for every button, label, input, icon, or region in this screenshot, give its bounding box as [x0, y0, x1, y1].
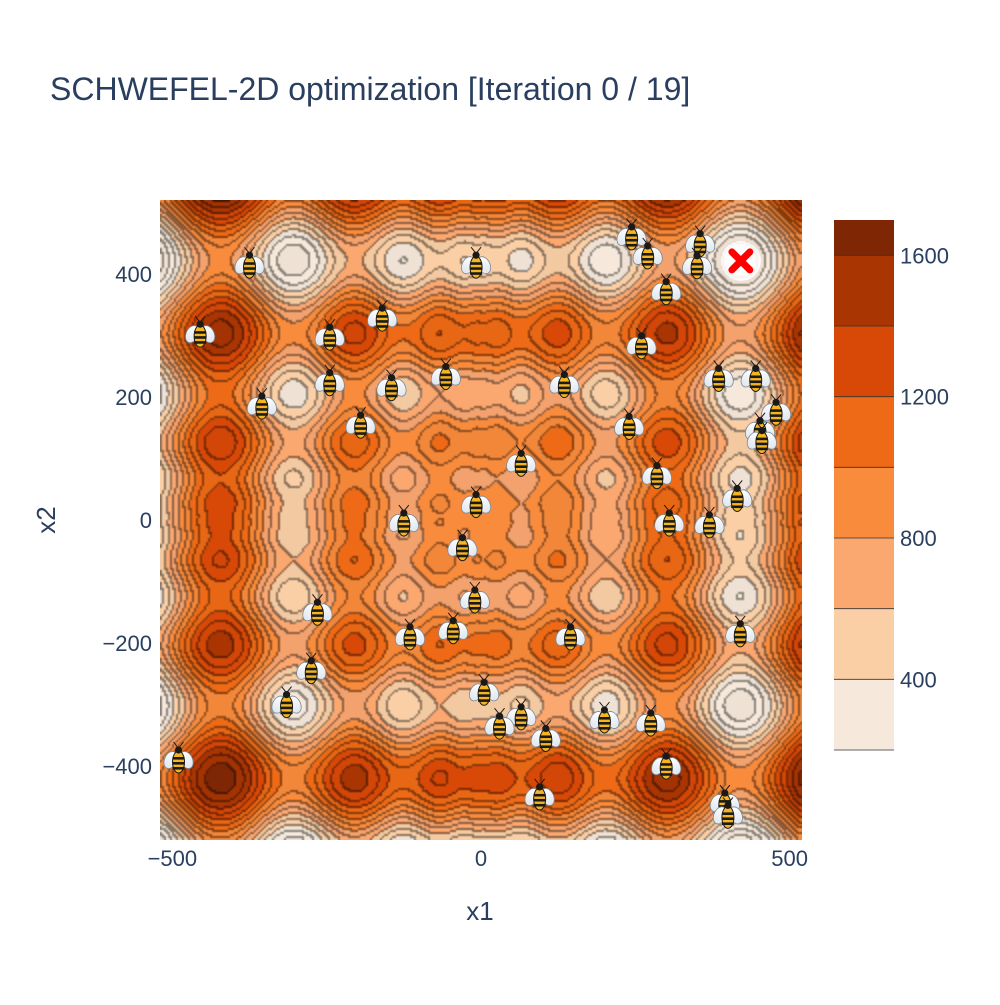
bee-marker [682, 247, 713, 280]
bee-marker [367, 299, 398, 332]
x-tick-label: −500 [148, 846, 198, 871]
bee-marker [694, 506, 725, 539]
bee-marker [616, 218, 647, 251]
bee-marker [388, 504, 419, 537]
bee-marker [685, 225, 716, 258]
bee-marker [524, 778, 555, 811]
bee-marker [430, 358, 461, 391]
bee-marker [654, 504, 685, 537]
contour-background [160, 200, 802, 840]
bee-marker [506, 698, 537, 731]
colorbar: 400 800 1200 1600 [834, 220, 949, 751]
bee-marker [651, 747, 682, 780]
bee-marker [438, 612, 469, 645]
colorbar-band [834, 396, 894, 468]
bee-marker [163, 741, 194, 774]
x-axis-label: x1 [466, 896, 493, 926]
bee-marker [632, 237, 663, 270]
bee-marker [246, 387, 277, 420]
colorbar-band [834, 467, 894, 538]
bee-marker [234, 246, 265, 279]
bee-marker [746, 422, 777, 455]
best-solution-marker [720, 240, 761, 281]
x-tick-label: 0 [475, 846, 487, 871]
bee-marker [302, 593, 333, 626]
y-tick-label: 400 [115, 262, 152, 287]
bee-marker [651, 273, 682, 306]
bee-marker [314, 364, 345, 397]
bee-marker [447, 529, 478, 562]
bee-markers [163, 218, 792, 829]
chart-title: SCHWEFEL-2D optimization [Iteration 0 / … [50, 71, 690, 107]
bee-marker [185, 315, 216, 348]
bee-marker [761, 393, 792, 426]
bee-marker [461, 246, 492, 279]
bee-marker [635, 704, 666, 737]
x-tick-label: 500 [771, 846, 808, 871]
bee-marker [376, 369, 407, 402]
bee-marker [394, 618, 426, 651]
bee-marker [589, 701, 620, 734]
bee-marker [469, 673, 500, 706]
bee-marker [459, 581, 490, 614]
bee-marker [271, 686, 302, 719]
colorbar-tick-label: 800 [900, 526, 937, 551]
bee-marker [641, 457, 672, 490]
best-marker-x [728, 248, 754, 274]
bee-marker [626, 327, 657, 360]
plot-area [160, 200, 802, 840]
bee-marker [506, 445, 537, 477]
colorbar-band [834, 326, 894, 397]
colorbar-tick-label: 1200 [900, 385, 949, 410]
bee-marker [549, 366, 580, 399]
colorbar-tick-label: 1600 [900, 243, 949, 268]
colorbar-band [834, 608, 894, 680]
colorbar-band [834, 220, 894, 256]
bee-marker [345, 406, 376, 439]
bee-marker [725, 615, 756, 648]
y-axis-ticks: −400 −200 0 200 400 [102, 262, 152, 779]
y-axis-label: x2 [31, 506, 61, 533]
bee-marker [740, 360, 771, 392]
colorbar-band [834, 538, 894, 609]
y-tick-label: −200 [102, 631, 152, 656]
bee-marker [712, 797, 743, 829]
bee-marker [461, 486, 492, 519]
colorbar-band [834, 679, 894, 750]
bee-marker [530, 720, 561, 752]
y-tick-label: 200 [115, 385, 152, 410]
colorbar-band [834, 255, 894, 326]
colorbar-tick-label: 400 [900, 667, 937, 692]
y-tick-label: 0 [140, 508, 152, 533]
bee-marker [484, 707, 515, 740]
y-tick-label: −400 [102, 754, 152, 779]
bee-marker [314, 318, 345, 351]
bee-marker [722, 480, 753, 512]
bee-marker [555, 618, 586, 651]
bee-marker [614, 408, 645, 440]
bee-marker [703, 360, 734, 392]
x-axis-ticks: −500 0 500 [148, 846, 808, 871]
bee-marker [296, 652, 327, 685]
